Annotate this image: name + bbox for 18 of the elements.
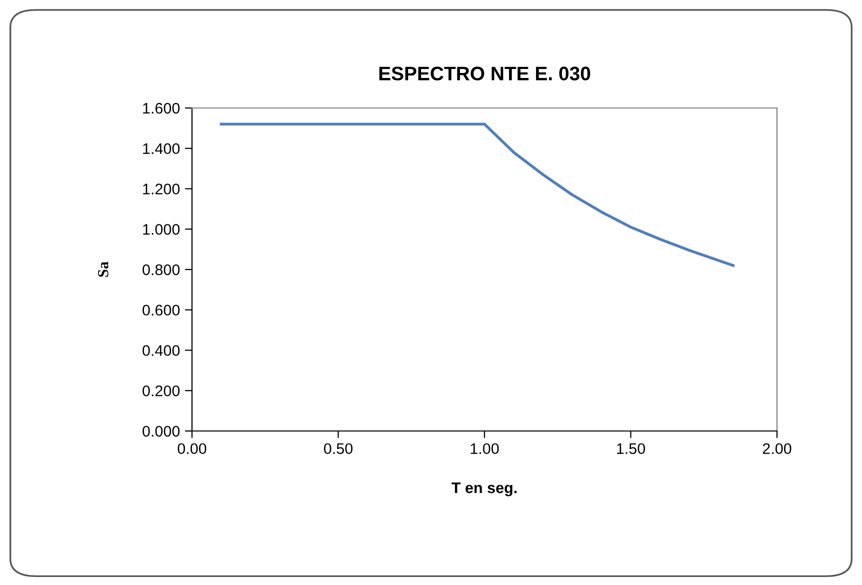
y-tick-label: 1.000	[143, 224, 180, 235]
x-tick-label: 1.50	[617, 443, 646, 454]
y-tick-label: 0.800	[142, 264, 180, 276]
x-tick-label: 2.00	[762, 443, 792, 454]
y-axis-title: Sa	[98, 262, 108, 277]
y-tick-label: 0.000	[142, 426, 180, 437]
y-tick-label: 1.400	[143, 143, 180, 154]
x-axis-title: T en seg.	[452, 482, 517, 496]
y-tick-label: 1.600	[143, 102, 180, 114]
y-tick-label: 0.200	[142, 385, 180, 396]
y-tick-label: 0.400	[142, 345, 180, 356]
x-tick-label: 0.50	[324, 443, 353, 454]
x-tick-label: 0.00	[178, 443, 206, 454]
line-series	[220, 122, 735, 267]
x-tick-label: 1.00	[470, 443, 499, 454]
chart-title: ESPECTRO NTE E. 030	[379, 66, 590, 80]
y-tick-label: 1.200	[143, 184, 180, 194]
y-tick-label: 0.600	[142, 304, 180, 316]
